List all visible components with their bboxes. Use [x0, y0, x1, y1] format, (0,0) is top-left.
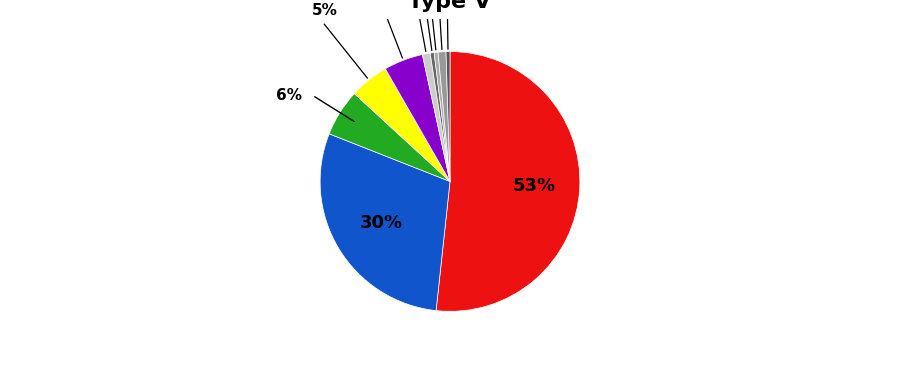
Wedge shape	[436, 52, 580, 311]
Wedge shape	[430, 53, 450, 181]
Text: 53%: 53%	[513, 177, 556, 195]
Wedge shape	[434, 52, 450, 181]
Text: 5%: 5%	[311, 3, 338, 18]
Text: 30%: 30%	[359, 214, 402, 232]
Wedge shape	[446, 52, 450, 181]
Wedge shape	[438, 52, 450, 181]
Wedge shape	[320, 134, 450, 311]
Wedge shape	[355, 69, 450, 181]
Wedge shape	[329, 94, 450, 181]
Wedge shape	[385, 55, 450, 181]
Wedge shape	[422, 53, 450, 181]
Title: Type V: Type V	[409, 0, 491, 12]
Text: 6%: 6%	[276, 88, 302, 103]
